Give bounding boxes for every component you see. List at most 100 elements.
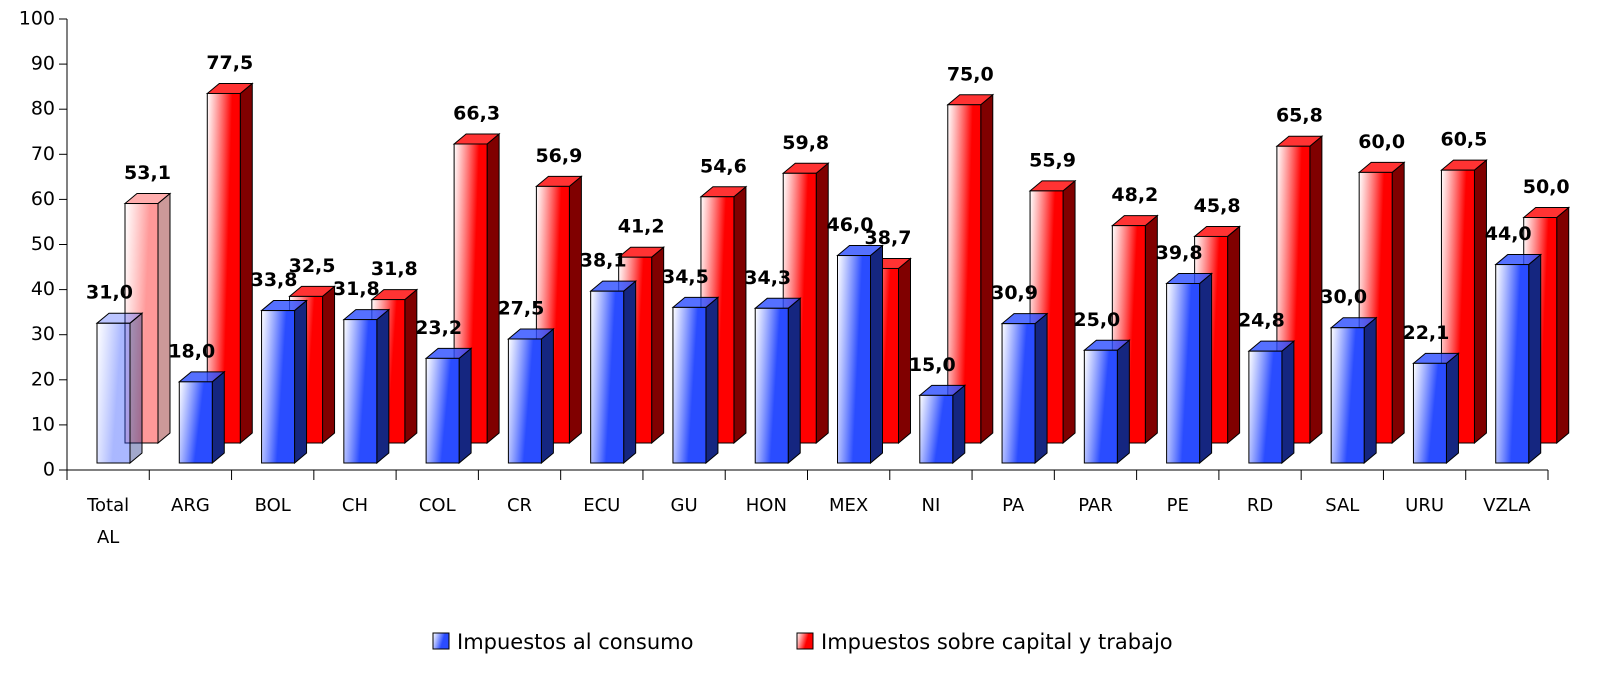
bar-side xyxy=(568,175,582,445)
value-label: 31,0 xyxy=(86,282,133,304)
bar xyxy=(96,322,131,464)
x-tick-label: CR xyxy=(506,495,533,516)
bar xyxy=(590,290,625,464)
bar-side xyxy=(486,132,500,445)
bar-side xyxy=(1034,312,1048,465)
value-label: 53,1 xyxy=(124,162,171,184)
x-tick-label: PA xyxy=(1002,495,1025,516)
bar xyxy=(1001,323,1036,464)
bar xyxy=(425,357,460,464)
bar-side xyxy=(980,93,994,445)
value-label: 30,9 xyxy=(991,282,1038,304)
bar-side xyxy=(733,185,747,445)
bar-side xyxy=(1445,352,1459,465)
bar xyxy=(672,306,707,464)
x-tick-label: RD xyxy=(1246,495,1274,516)
bar-side xyxy=(898,257,911,445)
value-label: 65,8 xyxy=(1276,105,1323,127)
value-label: 45,8 xyxy=(1194,195,1241,217)
value-label: 39,8 xyxy=(1156,242,1203,264)
x-tick-label: ECU xyxy=(583,495,621,516)
legend-swatch xyxy=(432,632,450,650)
value-label: 41,2 xyxy=(618,216,665,238)
x-tick-label: URU xyxy=(1405,495,1444,516)
bar xyxy=(507,338,542,464)
y-tick-label: 60 xyxy=(31,188,55,210)
value-label: 38,1 xyxy=(580,250,627,272)
bar xyxy=(343,319,378,464)
bar-side xyxy=(322,285,336,445)
bar-side xyxy=(870,244,883,465)
bar-side xyxy=(1391,161,1405,445)
value-label: 32,5 xyxy=(289,255,336,277)
value-label: 75,0 xyxy=(947,63,994,85)
value-label: 38,7 xyxy=(865,227,912,249)
bar-side xyxy=(540,327,554,465)
bar-side xyxy=(1528,253,1542,465)
bar-side xyxy=(1363,316,1377,465)
bar xyxy=(837,255,871,464)
bar-side xyxy=(211,370,225,465)
bar xyxy=(1083,349,1118,464)
bar-side xyxy=(239,82,253,445)
value-label: 66,3 xyxy=(453,102,500,124)
bar xyxy=(261,310,296,464)
value-label: 60,0 xyxy=(1358,131,1405,153)
x-tick-label: PAR xyxy=(1078,495,1113,516)
bar-side xyxy=(1556,206,1570,445)
legend-label: Impuestos sobre capital y trabajo xyxy=(821,630,1173,654)
bar xyxy=(919,394,954,464)
value-label: 23,2 xyxy=(415,317,462,339)
value-label: 31,8 xyxy=(333,278,380,300)
bar-side xyxy=(1199,272,1213,465)
y-tick-label: 20 xyxy=(31,368,55,390)
bar-side xyxy=(1116,339,1130,465)
y-tick-label: 50 xyxy=(31,233,55,255)
y-tick-label: 40 xyxy=(31,278,55,300)
y-tick-label: 100 xyxy=(19,8,55,30)
y-tick-label: 80 xyxy=(31,98,55,120)
value-label: 31,8 xyxy=(371,258,418,280)
value-label: 46,0 xyxy=(827,214,874,236)
bar xyxy=(178,381,213,464)
bar xyxy=(1412,362,1447,464)
value-label: 77,5 xyxy=(206,52,253,74)
value-label: 22,1 xyxy=(1402,322,1449,344)
x-tick-label: VZLA xyxy=(1483,495,1531,516)
bar-side xyxy=(952,384,966,465)
x-tick-label: Total AL xyxy=(87,495,130,548)
bar-side xyxy=(404,288,418,445)
value-label: 15,0 xyxy=(909,354,956,376)
value-label: 50,0 xyxy=(1523,176,1570,198)
x-tick-label: PE xyxy=(1166,495,1189,516)
x-tick-label: HON xyxy=(745,495,787,516)
bar-side xyxy=(129,312,143,465)
value-label: 34,3 xyxy=(744,267,791,289)
bar-side xyxy=(458,347,472,465)
x-tick-label: GU xyxy=(670,495,698,516)
bar xyxy=(1330,327,1365,464)
bar-side xyxy=(376,308,390,465)
bar-side xyxy=(1227,225,1241,445)
bar-side xyxy=(157,192,171,445)
value-label: 30,0 xyxy=(1320,286,1367,308)
value-label: 48,2 xyxy=(1111,184,1158,206)
bar-side xyxy=(294,299,308,465)
value-label: 33,8 xyxy=(251,269,298,291)
y-tick-label: 10 xyxy=(31,413,55,435)
bar-side xyxy=(705,296,719,465)
bar-side xyxy=(1281,340,1295,465)
x-tick-label: ARG xyxy=(171,495,210,516)
y-tick-label: 0 xyxy=(43,459,55,481)
value-label: 55,9 xyxy=(1029,149,1076,171)
x-tick-label: CH xyxy=(341,495,369,516)
value-label: 59,8 xyxy=(782,132,829,154)
bar-side xyxy=(787,297,801,465)
x-tick-label: BOL xyxy=(254,495,291,516)
value-label: 54,6 xyxy=(700,155,747,177)
bar-side xyxy=(815,162,829,445)
bar xyxy=(1248,350,1283,464)
bar xyxy=(754,307,789,464)
